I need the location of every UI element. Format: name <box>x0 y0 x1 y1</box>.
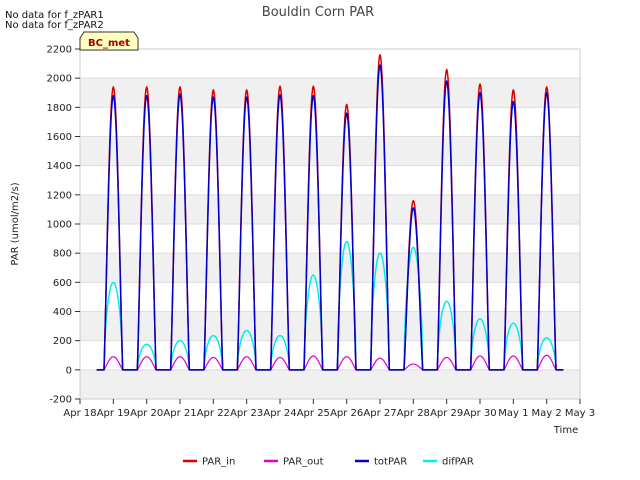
plot-band <box>80 369 580 399</box>
x-axis: Apr 18 Apr 19 Apr 20 Apr 21 Apr 22 Apr 23 Apr … <box>63 399 595 419</box>
badge-label: BC_met <box>88 38 130 49</box>
x-tick-label: Apr 26 <box>330 408 363 419</box>
plot-background <box>80 49 580 399</box>
y-tick-label: 2200 <box>47 45 72 56</box>
y-tick-label: 400 <box>53 307 72 318</box>
plot-band <box>80 224 580 254</box>
plot-band <box>80 107 580 137</box>
plot-band <box>80 165 580 195</box>
plot-band <box>80 340 580 370</box>
legend-label-par-in: PAR_in <box>202 457 235 468</box>
plot-band <box>80 253 580 283</box>
x-tick-label: Apr 20 <box>130 408 163 419</box>
legend: PAR_in PAR_out totPAR difPAR <box>183 457 474 468</box>
series-lines <box>96 54 564 371</box>
y-tick-label: -200 <box>49 395 72 406</box>
legend-label-difpar: difPAR <box>442 457 474 468</box>
x-tick-label: Apr 23 <box>230 408 263 419</box>
x-tick-label: Apr 25 <box>297 408 330 419</box>
y-tick-label: 2000 <box>47 74 72 85</box>
y-tick-label: 200 <box>53 336 72 347</box>
no-data-note-1: No data for f_zPAR1 <box>5 10 104 21</box>
x-tick-label: May 3 <box>565 408 595 419</box>
plot-band <box>80 194 580 224</box>
y-axis: -200 0 200 400 600 800 1000 1200 1400 1600 1800 200… <box>47 45 80 406</box>
y-axis-title: PAR (umol/m2/s) <box>10 182 21 265</box>
no-data-note-2: No data for f_zPAR2 <box>5 20 104 31</box>
y-tick-label: 800 <box>53 249 72 260</box>
y-tick-label: 1200 <box>47 190 72 201</box>
x-tick-label: Apr 27 <box>363 408 396 419</box>
x-tick-label: Apr 24 <box>263 408 296 419</box>
legend-label-totpar: totPAR <box>374 457 407 468</box>
plot-band <box>80 136 580 166</box>
y-tick-label: 600 <box>53 278 72 289</box>
y-tick-label: 1600 <box>47 132 72 143</box>
y-tick-label: 0 <box>66 365 72 376</box>
y-tick-label: 1400 <box>47 161 72 172</box>
plot-band <box>80 78 580 108</box>
y-tick-label: 1800 <box>47 103 72 114</box>
x-tick-label: Apr 19 <box>97 408 130 419</box>
x-tick-label: Apr 28 <box>397 408 430 419</box>
x-axis-title: Time <box>553 425 578 436</box>
legend-label-par-out: PAR_out <box>283 457 324 468</box>
x-tick-label: Apr 22 <box>197 408 230 419</box>
x-tick-label: Apr 30 <box>463 408 496 419</box>
x-tick-label: May 1 <box>498 408 528 419</box>
badge-shape <box>79 31 139 51</box>
plot-band <box>80 49 580 79</box>
x-tick-label: May 2 <box>532 408 562 419</box>
series-line-totpar <box>96 64 564 371</box>
plot-band <box>80 282 580 312</box>
plot-band <box>80 311 580 341</box>
x-tick-label: Apr 21 <box>163 408 196 419</box>
y-tick-label: 1000 <box>47 220 72 231</box>
x-tick-label: Apr 18 <box>63 408 96 419</box>
x-tick-label: Apr 29 <box>430 408 463 419</box>
chart-title: Bouldin Corn PAR <box>262 5 374 20</box>
site-badge: BC_met <box>79 31 139 51</box>
